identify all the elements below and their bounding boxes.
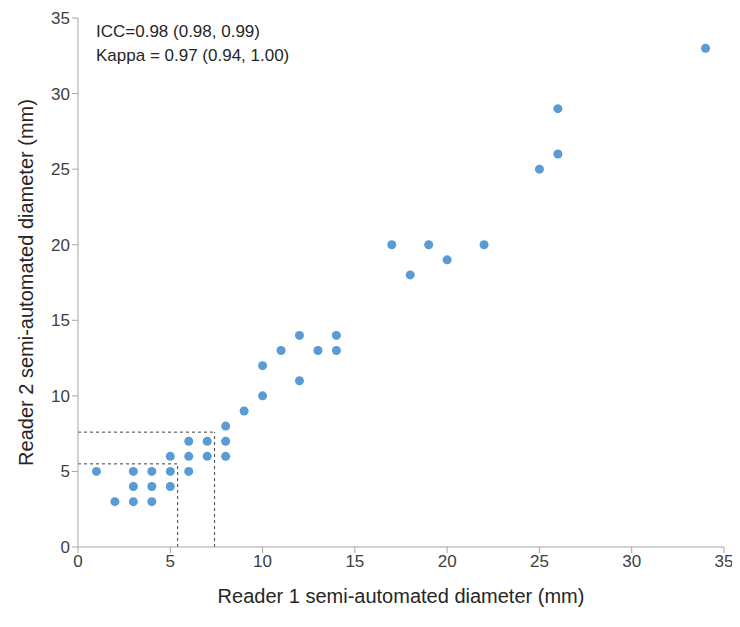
svg-text:5: 5 — [61, 462, 70, 481]
svg-text:35: 35 — [51, 9, 70, 28]
svg-text:15: 15 — [51, 311, 70, 330]
svg-text:35: 35 — [715, 552, 732, 571]
svg-text:Reader 1 semi-automated diamet: Reader 1 semi-automated diameter (mm) — [218, 585, 585, 607]
svg-text:20: 20 — [438, 552, 457, 571]
svg-text:30: 30 — [622, 552, 641, 571]
svg-text:30: 30 — [51, 85, 70, 104]
svg-text:25: 25 — [51, 160, 70, 179]
svg-text:10: 10 — [51, 387, 70, 406]
svg-text:10: 10 — [253, 552, 272, 571]
svg-text:15: 15 — [345, 552, 364, 571]
svg-text:25: 25 — [530, 552, 549, 571]
html-text:ICC=0.98 (0.98, 0.99): ICC=0.98 (0.98, 0.99) — [96, 22, 260, 41]
svg-text:0: 0 — [61, 538, 70, 557]
svg-text:Reader 2 semi-automated diamet: Reader 2 semi-automated diameter (mm) — [15, 99, 37, 466]
svg-text:0: 0 — [73, 552, 82, 571]
html-text:Kappa = 0.97 (0.94, 1.00): Kappa = 0.97 (0.94, 1.00) — [96, 46, 290, 65]
svg-text:5: 5 — [166, 552, 175, 571]
svg-text:20: 20 — [51, 236, 70, 255]
